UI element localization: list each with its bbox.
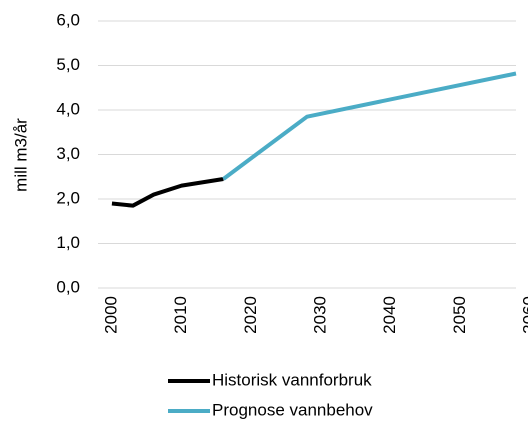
legend-label: Historisk vannforbruk bbox=[212, 370, 372, 389]
x-tick-label: 2010 bbox=[171, 296, 190, 334]
y-tick-label: 6,0 bbox=[56, 10, 80, 29]
y-tick-label: 0,0 bbox=[56, 277, 80, 296]
x-tick-label: 2030 bbox=[310, 296, 329, 334]
x-tick-label: 2040 bbox=[380, 296, 399, 334]
y-tick-label: 2,0 bbox=[56, 188, 80, 207]
line-series bbox=[111, 177, 224, 208]
y-axis-label: mill m3/år bbox=[11, 118, 30, 192]
x-tick-label: 2060 bbox=[519, 296, 528, 334]
x-tick-label: 2020 bbox=[241, 296, 260, 334]
y-tick-label: 3,0 bbox=[56, 144, 80, 163]
x-tick-label: 2000 bbox=[101, 296, 120, 334]
y-tick-label: 1,0 bbox=[56, 233, 80, 252]
y-tick-label: 5,0 bbox=[56, 55, 80, 74]
y-tick-label: 4,0 bbox=[56, 99, 80, 118]
line-series bbox=[222, 71, 517, 181]
x-tick-label: 2050 bbox=[450, 296, 469, 334]
legend-label: Prognose vannbehov bbox=[212, 400, 373, 419]
